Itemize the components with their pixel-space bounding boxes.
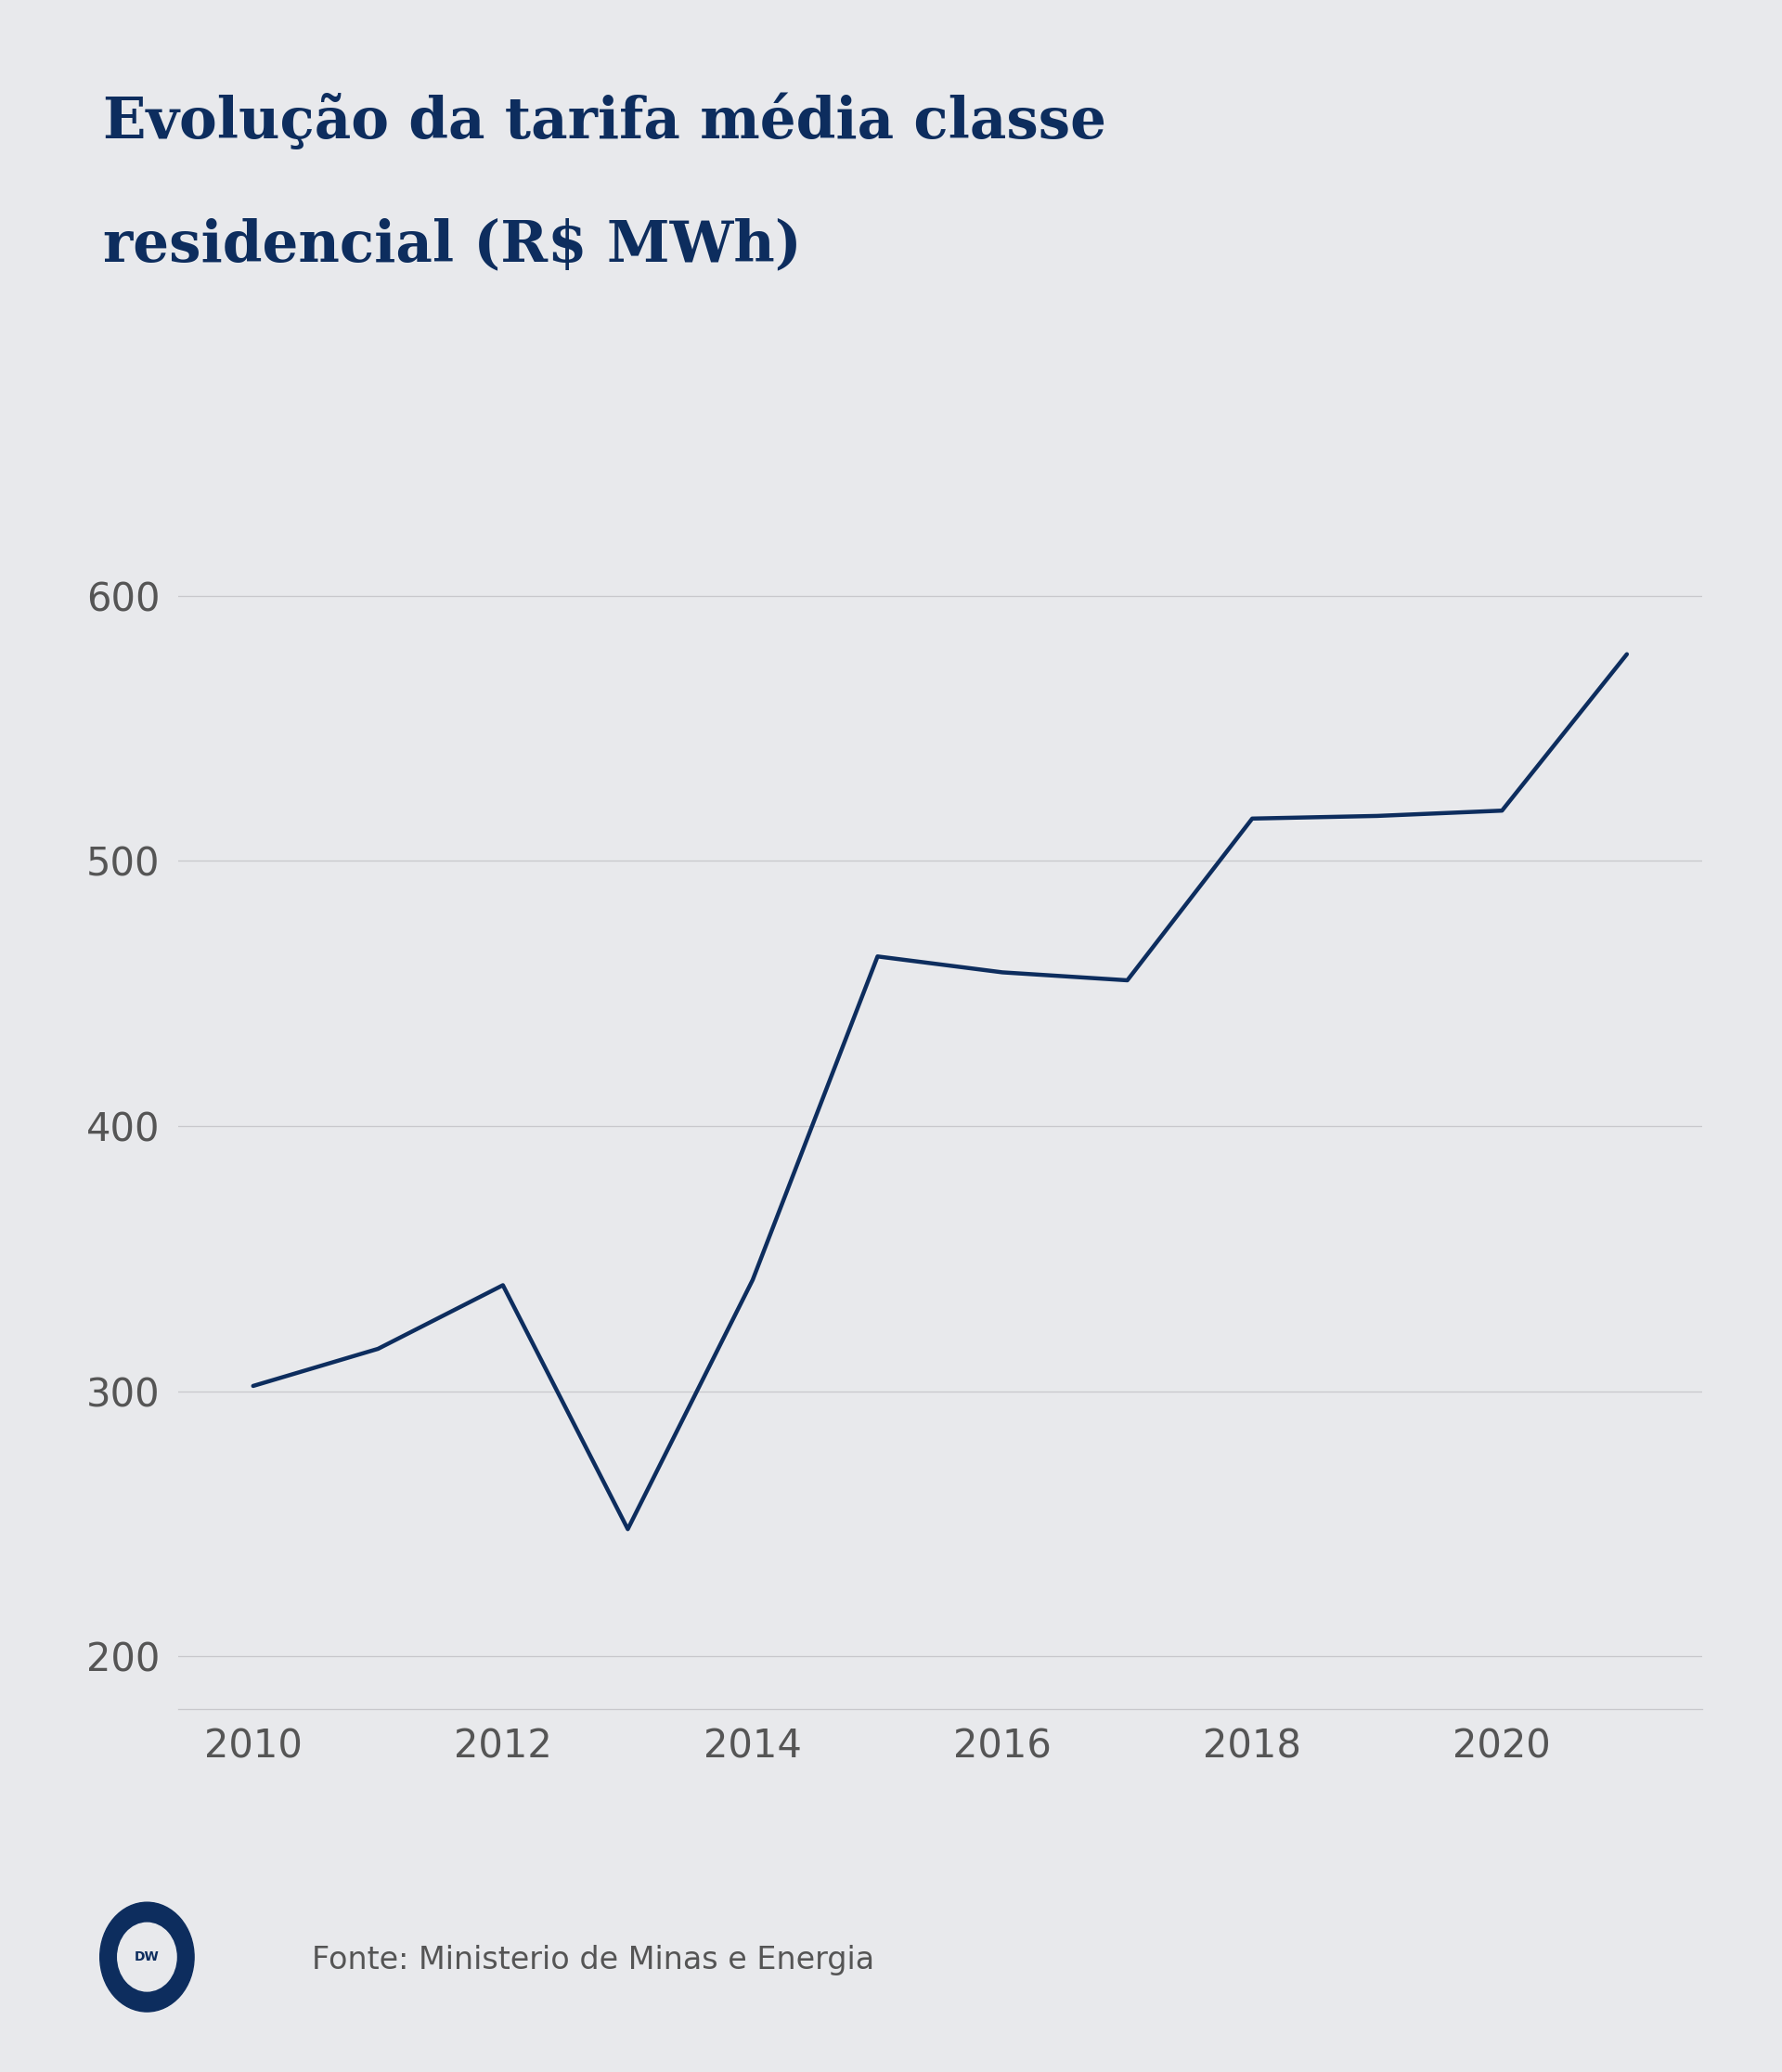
Text: Fonte: Ministerio de Minas e Energia: Fonte: Ministerio de Minas e Energia [312,1946,875,1975]
Text: Evolução da tarifa média classe: Evolução da tarifa média classe [103,93,1107,151]
Circle shape [118,1923,176,1991]
Text: DW: DW [135,1950,159,1964]
Circle shape [100,1902,194,2012]
Text: residencial (R$ MWh): residencial (R$ MWh) [103,218,802,274]
